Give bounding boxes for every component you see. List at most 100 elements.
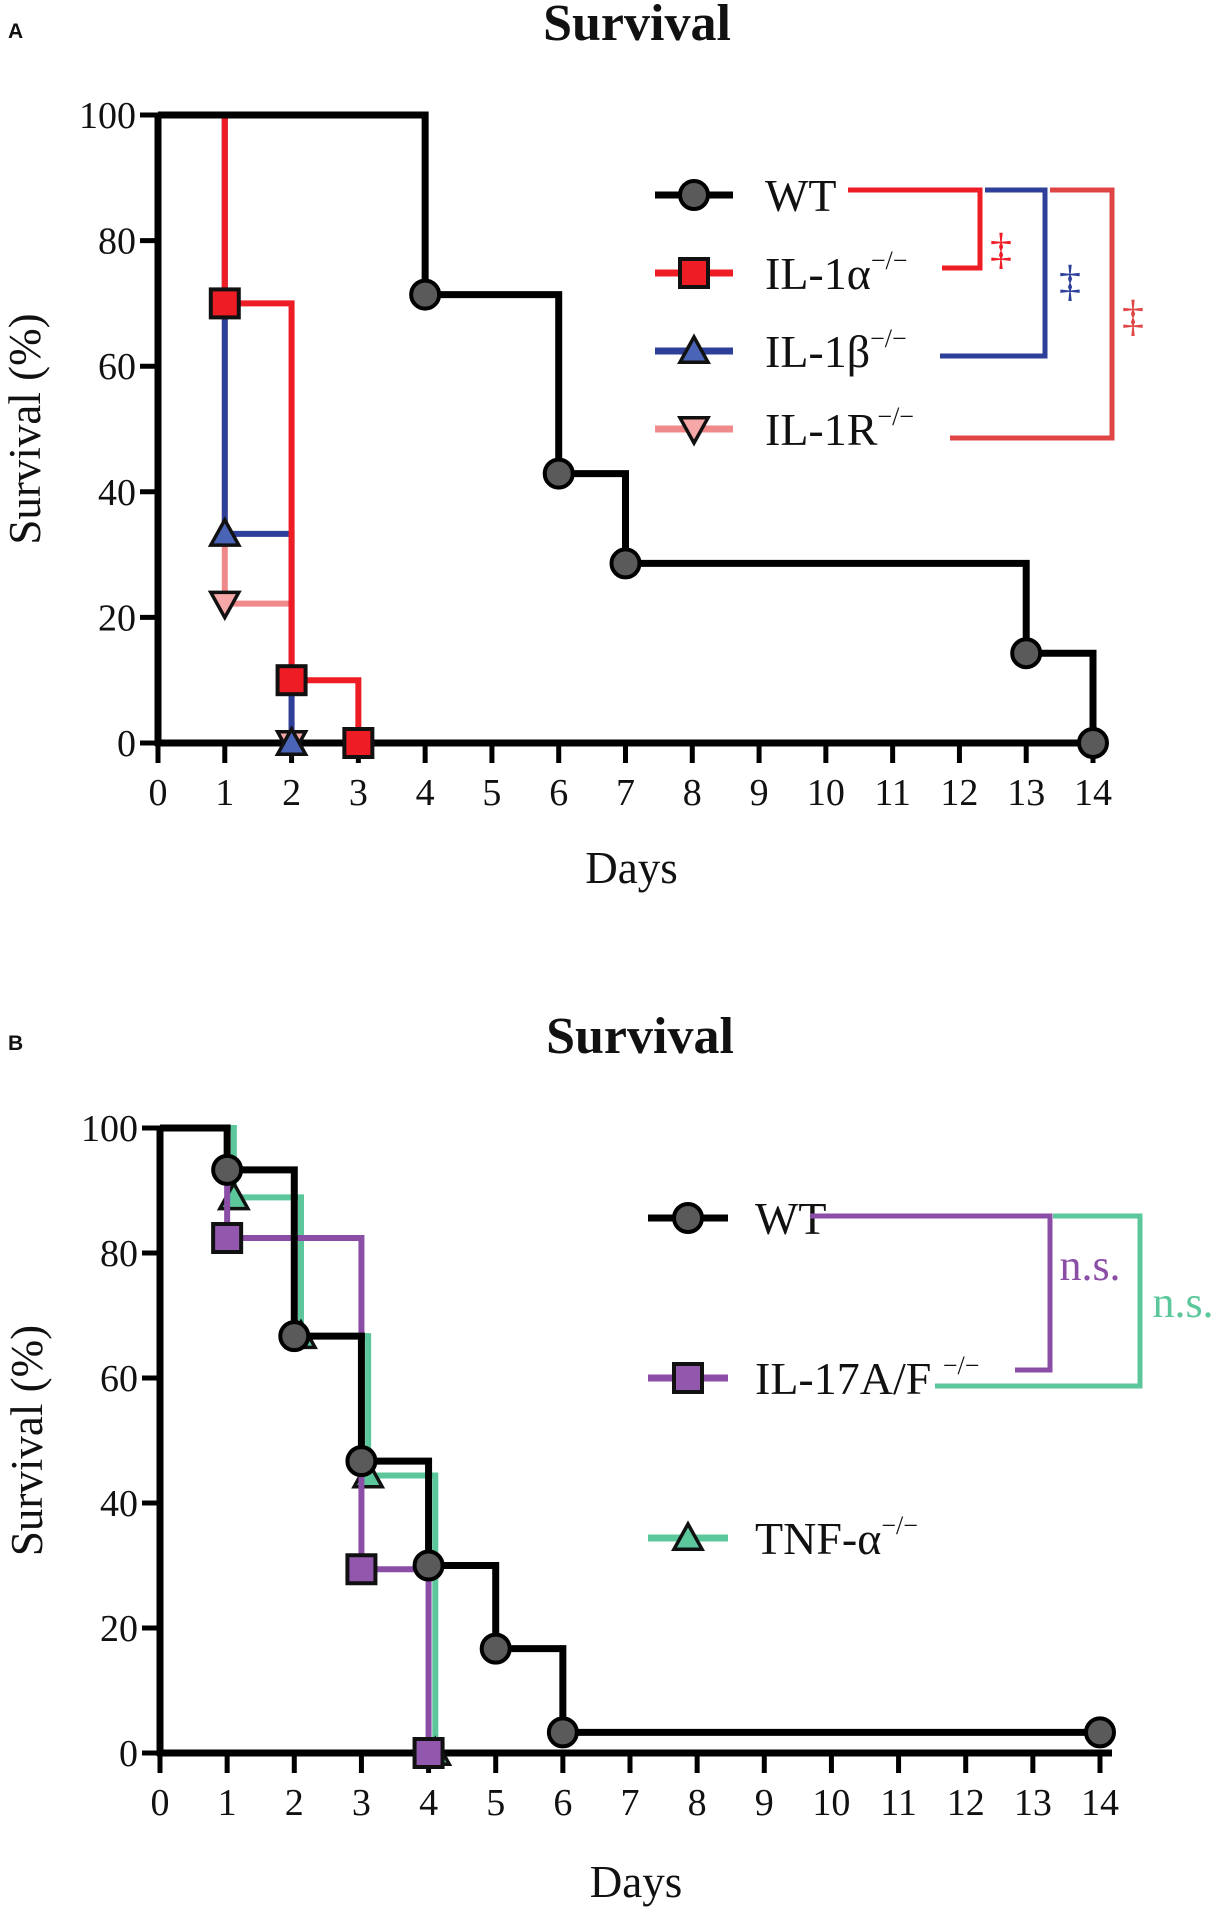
- x-tick-label: 9: [750, 772, 769, 814]
- x-tick-label: 7: [616, 772, 635, 814]
- bracket-line: [935, 1213, 1143, 1389]
- x-axis-label: Days: [585, 843, 677, 893]
- x-tick-label: 2: [285, 1782, 304, 1824]
- marker-square: [345, 1553, 378, 1586]
- y-tick-label: 100: [81, 1108, 138, 1150]
- marker-triangle-down: [677, 416, 711, 447]
- x-tick-label: 13: [1007, 772, 1045, 814]
- legend-label: IL-1β−/−: [765, 324, 907, 377]
- x-tick-label: 9: [755, 1782, 774, 1824]
- marker-circle: [1010, 637, 1043, 670]
- y-tick-label: 20: [100, 1608, 138, 1650]
- panel-letter: A: [8, 20, 23, 43]
- bracket-line: [810, 1213, 1053, 1373]
- bracket-line: [848, 187, 983, 271]
- y-tick-label: 80: [100, 1233, 138, 1275]
- marker-square: [211, 1222, 244, 1254]
- chart-title: Survival: [546, 1008, 734, 1065]
- legend-label: WT: [765, 170, 837, 221]
- y-tick-label: 100: [79, 95, 136, 137]
- marker-triangle-up: [207, 516, 242, 547]
- x-tick-label: 11: [874, 772, 911, 814]
- legend-label: IL-1α−/−: [765, 246, 907, 299]
- x-tick-label: 0: [151, 1782, 170, 1824]
- legend: WT IL-1α−/− IL-1β−/− IL-1R−/−: [655, 170, 914, 455]
- marker-square: [208, 287, 241, 320]
- legend-label: TNF-α−/−: [755, 1511, 918, 1564]
- legend-item: TNF-α−/−: [648, 1511, 918, 1564]
- x-tick-label: 12: [947, 1782, 985, 1824]
- x-tick-label: 10: [812, 1782, 850, 1824]
- x-tick-label: 4: [416, 772, 435, 814]
- marker-square: [672, 1362, 704, 1394]
- marker-triangle-up: [671, 1520, 705, 1551]
- series-il-1-: [158, 112, 375, 759]
- y-tick-label: 40: [98, 472, 136, 514]
- marker-circle: [1077, 727, 1109, 759]
- marker-circle: [609, 547, 642, 580]
- y-tick-label: 60: [98, 346, 136, 388]
- x-tick-label: 0: [149, 772, 168, 814]
- x-tick-label: 3: [349, 772, 368, 814]
- x-tick-label: 14: [1081, 1782, 1119, 1824]
- survival-step-line: [158, 111, 1097, 743]
- y-axis-label: Survival (%): [2, 1325, 52, 1556]
- legend-label: IL-17A/F −/−: [755, 1351, 979, 1404]
- marker-circle: [546, 1716, 579, 1749]
- x-tick-label: 6: [553, 1782, 572, 1824]
- marker-triangle-down: [207, 590, 242, 622]
- marker-square: [275, 664, 308, 697]
- significance-label: ‡: [990, 225, 1012, 274]
- legend-item: IL-17A/F −/−: [648, 1351, 979, 1404]
- x-tick-label: 1: [218, 1782, 237, 1824]
- x-tick-label: 11: [880, 1782, 917, 1824]
- legend-item: WT: [655, 170, 837, 221]
- x-axis-label: Days: [590, 1857, 682, 1907]
- x-tick-label: 1: [215, 772, 234, 814]
- marker-circle: [409, 278, 442, 311]
- marker-circle: [412, 1549, 445, 1582]
- x-tick-label: 5: [482, 772, 501, 814]
- survival-step-line: [158, 112, 362, 743]
- x-tick-label: 5: [486, 1782, 505, 1824]
- series-il-1-: [158, 112, 309, 756]
- series-tnf-: [160, 1125, 453, 1766]
- comparison-bracket: ‡: [940, 187, 1081, 359]
- marker-square: [342, 727, 375, 759]
- x-tick-label: 13: [1014, 1782, 1052, 1824]
- bracket-line: [940, 187, 1048, 359]
- y-tick-label: 60: [100, 1358, 138, 1400]
- x-tick-label: 8: [683, 772, 702, 814]
- y-tick-label: 0: [119, 1733, 138, 1775]
- bracket-line: [950, 187, 1115, 441]
- x-tick-label: 8: [688, 1782, 707, 1824]
- legend-item: WT: [648, 1193, 827, 1244]
- y-tick-label: 0: [117, 723, 136, 765]
- y-axis-label: Survival (%): [0, 313, 50, 544]
- comparison-bracket: n.s.: [935, 1213, 1214, 1389]
- x-tick-label: 4: [419, 1782, 438, 1824]
- x-tick-label: 7: [621, 1782, 640, 1824]
- significance-label: n.s.: [1152, 1278, 1213, 1327]
- marker-triangle-up: [677, 333, 711, 364]
- y-tick-label: 20: [98, 597, 136, 639]
- x-tick-label: 6: [549, 772, 568, 814]
- series-wt: [158, 111, 1109, 759]
- legend-item: IL-1R−/−: [655, 402, 914, 455]
- marker-circle: [345, 1445, 378, 1478]
- legend-label: IL-1R−/−: [765, 402, 914, 455]
- legend: WT IL-17A/F −/− TNF-α−/−: [648, 1193, 979, 1564]
- comparison-bracket: ‡: [848, 187, 1012, 274]
- marker-square: [678, 257, 710, 289]
- panel-letter: B: [8, 1032, 23, 1055]
- x-tick-label: 3: [352, 1782, 371, 1824]
- series-wt: [160, 1124, 1116, 1749]
- x-tick-label: 12: [940, 772, 978, 814]
- marker-circle: [542, 457, 575, 490]
- significance-label: ‡: [1059, 257, 1081, 306]
- marker-circle: [278, 1320, 311, 1353]
- marker-triangle-up: [274, 725, 309, 756]
